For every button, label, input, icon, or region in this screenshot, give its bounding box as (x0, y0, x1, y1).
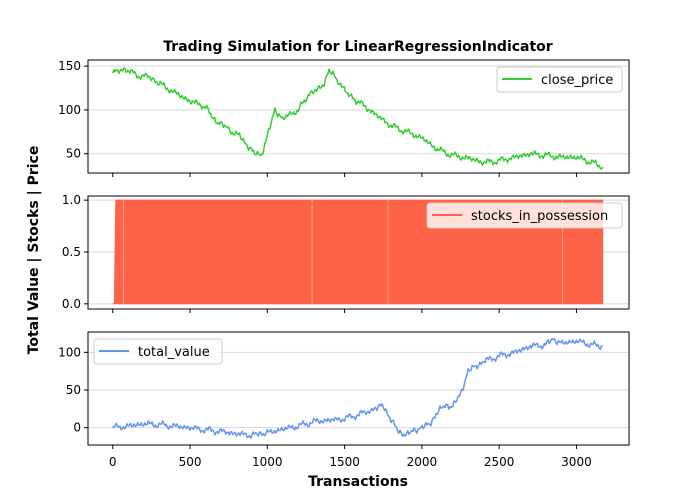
y-tick-label: 50 (66, 383, 81, 397)
value-axes-frame (87, 331, 630, 446)
y-tick-label: 0 (73, 421, 81, 435)
y-tick-label: 150 (58, 59, 81, 73)
x-axis-ticks: 0 500 1000 1500 2000 2500 3000 (109, 173, 592, 469)
panel-close-price: 50 100 150 close_price (58, 59, 630, 174)
legend-label-close-price: close_price (541, 73, 613, 88)
legend-box (93, 338, 223, 365)
x-tick-label: 1000 (252, 455, 283, 469)
value-legend: total_value (93, 338, 223, 365)
legend-label-stocks: stocks_in_possession (471, 209, 608, 224)
stocks-y-ticks: 0.0 0.5 1.0 (62, 193, 88, 311)
legend-box (426, 202, 623, 229)
x-tick-label: 2000 (407, 455, 438, 469)
x-tick-label: 2500 (484, 455, 515, 469)
panel-total-value: 0 50 100 total_value (58, 331, 630, 446)
y-tick-label: 0.5 (62, 245, 81, 259)
price-legend: close_price (496, 66, 623, 93)
total-value-line (112, 337, 603, 439)
close-price-line (111, 67, 604, 170)
panel-stocks-in-possession: 0.0 0.5 1.0 stocks_in_possession (62, 193, 630, 311)
price-y-ticks: 50 100 150 (58, 59, 88, 161)
legend-box (496, 66, 623, 93)
value-y-ticks: 0 50 100 (58, 345, 88, 435)
y-tick-label: 0.0 (62, 297, 81, 311)
y-tick-label: 1.0 (62, 193, 81, 207)
y-tick-label: 50 (66, 147, 81, 161)
stocks-axes-frame (87, 195, 630, 310)
x-tick-label: 1500 (329, 455, 360, 469)
x-tick-label: 3000 (561, 455, 592, 469)
price-axes-frame (87, 59, 630, 174)
stocks-legend: stocks_in_possession (426, 202, 623, 229)
x-axis-label: Transactions (308, 474, 408, 490)
x-tick-label: 0 (109, 455, 117, 469)
x-tick-label: 500 (179, 455, 202, 469)
y-tick-label: 100 (58, 103, 81, 117)
legend-label-total-value: total_value (138, 345, 210, 360)
y-tick-label: 100 (58, 345, 81, 359)
y-axis-label: Total Value | Stocks | Price (26, 146, 42, 355)
chart-title: Trading Simulation for LinearRegressionI… (163, 39, 552, 55)
